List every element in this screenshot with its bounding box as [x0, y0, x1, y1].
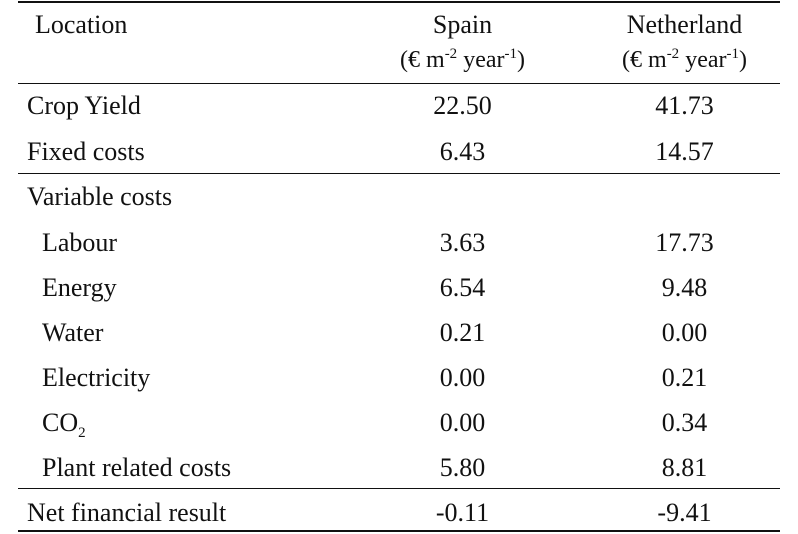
row-label-variable-costs: Variable costs: [27, 182, 173, 211]
cell-spain-crop-yield: 22.50: [433, 91, 492, 120]
cell-spain-co2: 0.00: [439, 408, 486, 437]
row-label-energy: Energy: [42, 273, 117, 302]
row-label-co2: CO2: [42, 408, 86, 441]
cell-spain-fixed-costs: 6.43: [439, 137, 486, 166]
section-rule: [18, 173, 780, 174]
cell-netherland-fixed-costs: 14.57: [655, 137, 714, 166]
row-label-labour: Labour: [42, 228, 118, 257]
result-rule: [18, 488, 780, 489]
cell-netherland-electricity: 0.21: [661, 363, 708, 392]
header-netherland-unit: (€ m-2 year-1): [622, 46, 747, 74]
cell-netherland-crop-yield: 41.73: [655, 91, 714, 120]
row-label-crop-yield: Crop Yield: [27, 91, 141, 120]
cell-netherland-labour: 17.73: [655, 228, 714, 257]
header-netherland: Netherland: [626, 10, 743, 39]
row-label-fixed-costs: Fixed costs: [27, 137, 145, 166]
cell-netherland-water: 0.00: [661, 318, 708, 347]
cell-spain-water: 0.21: [439, 318, 486, 347]
cell-spain-labour: 3.63: [439, 228, 486, 257]
row-label-electricity: Electricity: [42, 363, 151, 392]
cell-netherland-co2: 0.34: [661, 408, 708, 437]
row-label-plant-related-costs: Plant related costs: [42, 453, 232, 482]
cell-netherland-plant-related-costs: 8.81: [661, 453, 708, 482]
top-rule: [18, 1, 780, 3]
header-rule: [18, 83, 780, 84]
row-label-net-financial-result: Net financial result: [27, 498, 227, 527]
row-label-water: Water: [42, 318, 104, 347]
header-location: Location: [35, 10, 128, 39]
cell-spain-net-financial-result: -0.11: [435, 498, 490, 527]
cell-spain-energy: 6.54: [439, 273, 486, 302]
cell-netherland-net-financial-result: -9.41: [657, 498, 712, 527]
header-spain-unit: (€ m-2 year-1): [400, 46, 525, 74]
cell-spain-electricity: 0.00: [439, 363, 486, 392]
cell-spain-plant-related-costs: 5.80: [439, 453, 486, 482]
header-spain: Spain: [432, 10, 493, 39]
cell-netherland-energy: 9.48: [661, 273, 708, 302]
bottom-rule: [18, 530, 780, 532]
